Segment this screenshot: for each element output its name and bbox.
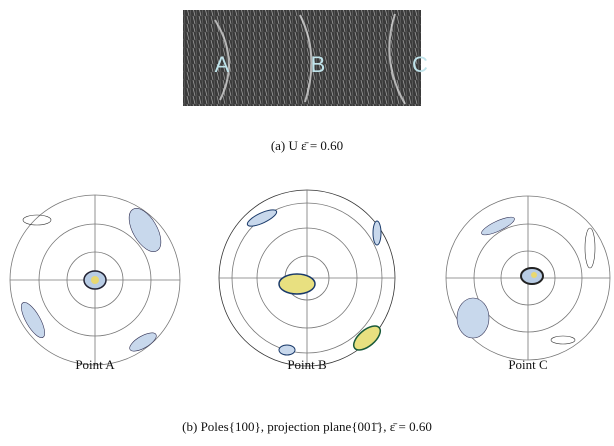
caption: (a) U ε̄ = 0.60 bbox=[271, 138, 343, 153]
point-label: Point B bbox=[287, 357, 327, 372]
photo-label: B bbox=[311, 52, 326, 77]
specimen-photo: A B C bbox=[183, 10, 428, 106]
photo-label: C bbox=[412, 52, 428, 77]
photo-label: A bbox=[215, 52, 230, 77]
pole-figure bbox=[446, 196, 610, 360]
pole-figure bbox=[219, 190, 395, 366]
caption: (b) Poles{100}, projection plane{001̄}, … bbox=[182, 419, 432, 434]
point-label: Point C bbox=[508, 357, 547, 372]
figure: A B C (a) U ε̄ = 0.60 Point A Point B Po… bbox=[0, 0, 614, 446]
point-label: Point A bbox=[75, 357, 115, 372]
pole-figure bbox=[10, 195, 180, 365]
